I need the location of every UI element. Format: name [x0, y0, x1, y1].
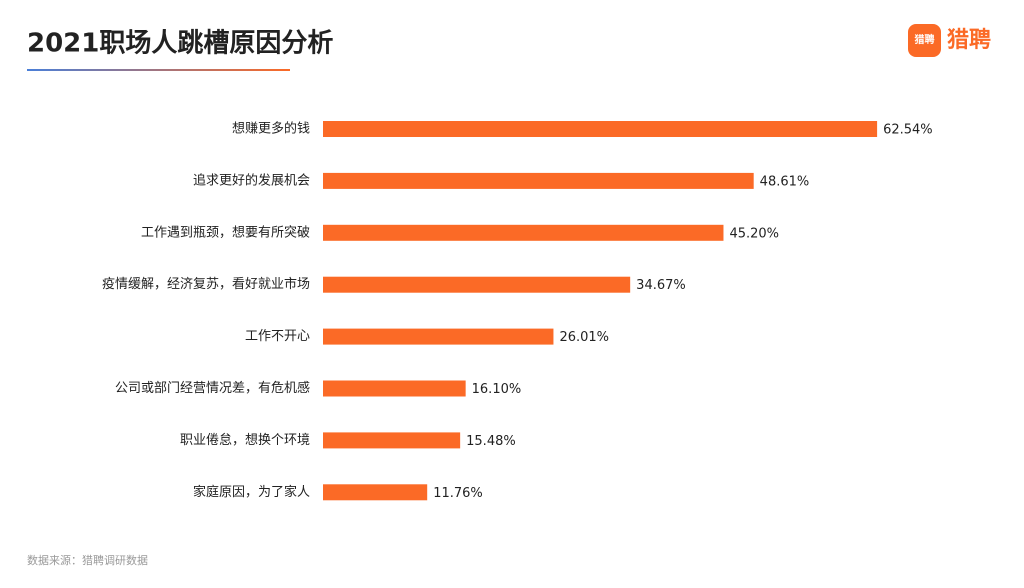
value-label: 15.48%: [466, 434, 516, 449]
bar: [323, 224, 724, 241]
category-label: 家庭原因，为了家人: [193, 484, 310, 500]
bar: [323, 432, 461, 449]
title-underline: [27, 69, 290, 71]
bar: [323, 484, 428, 501]
bar: [323, 172, 754, 189]
value-label: 16.10%: [472, 382, 522, 397]
logo-icon-text: 猎聘: [915, 33, 935, 46]
category-label: 想赚更多的钱: [232, 121, 310, 137]
value-label: 34.67%: [636, 278, 686, 293]
logo-icon: [908, 24, 941, 57]
value-label: 48.61%: [760, 174, 810, 189]
value-label: 62.54%: [883, 123, 933, 138]
category-label: 工作不开心: [245, 329, 310, 344]
value-label: 11.76%: [433, 486, 483, 501]
chart-title: 2021职场人跳槽原因分析: [27, 29, 333, 59]
category-label: 工作遇到瓶颈，想要有所突破: [141, 224, 310, 240]
source-note: 数据来源：猎聘调研数据: [27, 553, 148, 567]
bar: [323, 328, 554, 345]
value-label: 45.20%: [729, 226, 779, 241]
category-label: 疫情缓解，经济复苏，看好就业市场: [102, 276, 310, 292]
bar: [323, 121, 878, 137]
value-label: 26.01%: [559, 330, 609, 345]
category-label: 公司或部门经营情况差，有危机感: [115, 380, 310, 396]
bar: [323, 276, 631, 293]
category-label: 职业倦怠，想换个环境: [180, 432, 310, 448]
bar: [323, 380, 466, 397]
logo-text: 猎聘: [947, 28, 991, 53]
category-label: 追求更好的发展机会: [193, 172, 310, 188]
